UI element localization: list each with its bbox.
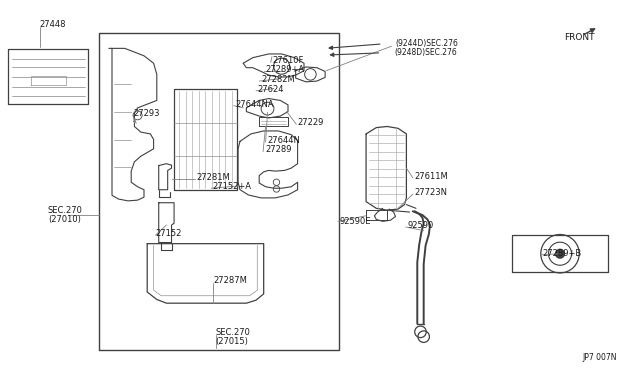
Text: (9244D)SEC.276: (9244D)SEC.276	[396, 39, 458, 48]
Text: 27723N: 27723N	[415, 188, 448, 197]
Text: 92590E: 92590E	[339, 217, 371, 226]
Text: 27152: 27152	[156, 229, 182, 238]
Text: 27644NA: 27644NA	[236, 100, 274, 109]
Text: 27289: 27289	[265, 145, 291, 154]
Text: FRONT: FRONT	[564, 33, 595, 42]
Text: 27448: 27448	[40, 20, 66, 29]
Text: 27229: 27229	[298, 118, 324, 127]
Text: SEC.270: SEC.270	[48, 206, 83, 215]
Text: 27293: 27293	[133, 109, 159, 118]
Text: 27289+B: 27289+B	[542, 249, 581, 258]
Text: 27644N: 27644N	[268, 136, 300, 145]
Text: (9248D)SEC.276: (9248D)SEC.276	[394, 48, 457, 57]
Text: 27287M: 27287M	[213, 276, 247, 285]
Text: 27282M: 27282M	[261, 75, 295, 84]
Text: SEC.270: SEC.270	[216, 328, 250, 337]
Text: (27010): (27010)	[48, 215, 81, 224]
Ellipse shape	[555, 248, 565, 259]
Text: 92590: 92590	[407, 221, 433, 230]
Text: JP7 007N: JP7 007N	[582, 353, 617, 362]
Text: (27015): (27015)	[216, 337, 248, 346]
Text: 27624: 27624	[257, 85, 284, 94]
Text: 27281M: 27281M	[196, 173, 230, 182]
Text: 27611M: 27611M	[415, 172, 449, 181]
Text: 27610F: 27610F	[272, 56, 303, 65]
Text: 27152+A: 27152+A	[212, 182, 252, 191]
Text: 27289+A: 27289+A	[266, 65, 305, 74]
